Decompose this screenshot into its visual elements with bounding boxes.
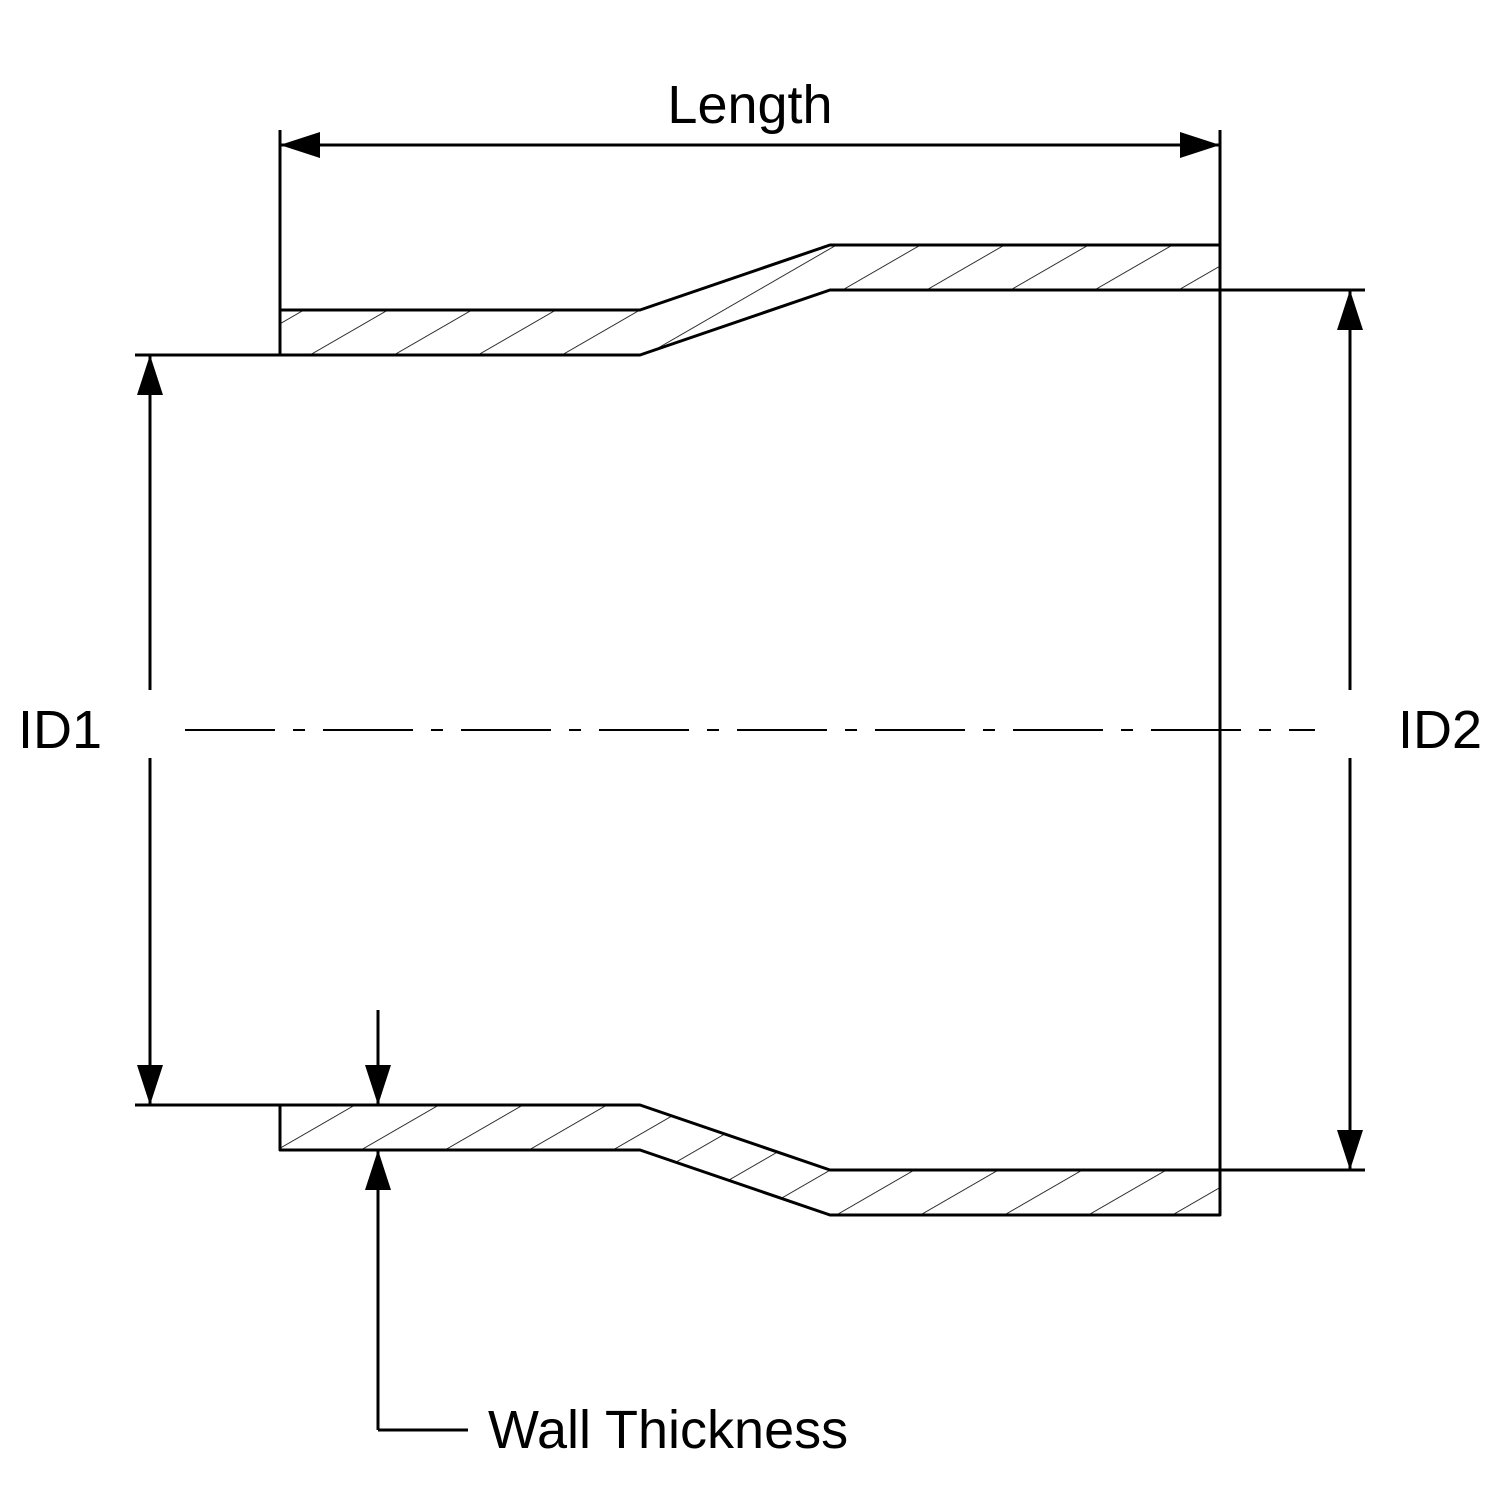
id2-label: ID2 — [1398, 700, 1482, 760]
arrowhead — [365, 1065, 391, 1105]
id1-label: ID1 — [18, 700, 102, 760]
arrowhead — [365, 1150, 391, 1190]
arrowhead — [137, 355, 163, 395]
arrowhead — [1180, 132, 1220, 158]
arrowhead — [280, 132, 320, 158]
wall-hatch — [280, 1105, 1220, 1215]
length-label: Length — [667, 75, 832, 135]
arrowhead — [137, 1065, 163, 1105]
wall-thickness-label: Wall Thickness — [488, 1400, 848, 1460]
arrowhead — [1337, 290, 1363, 330]
arrowhead — [1337, 1130, 1363, 1170]
wall-hatch — [280, 245, 1220, 355]
